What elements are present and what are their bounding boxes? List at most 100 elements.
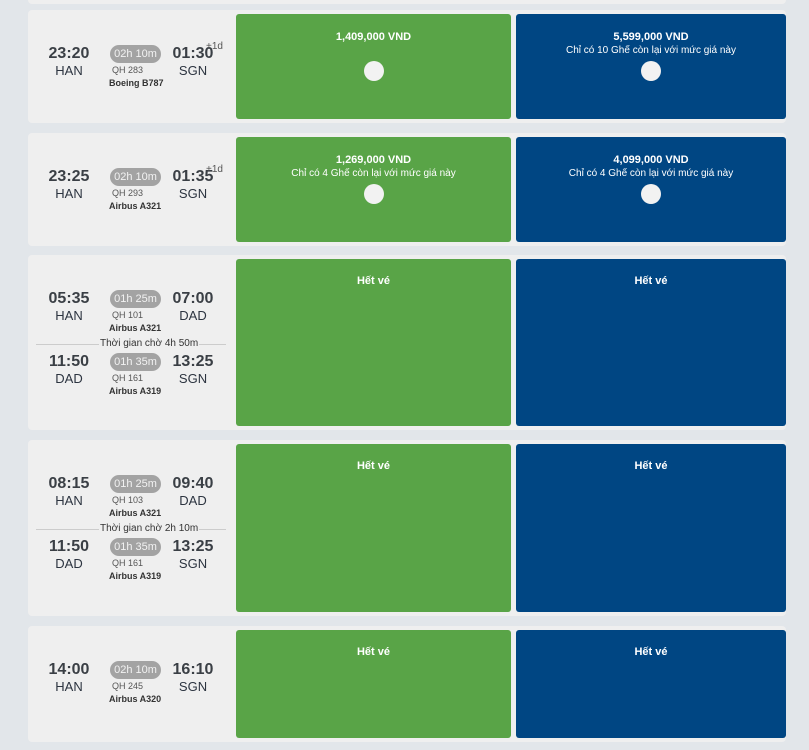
soldout-label: Hết vé [634,275,668,287]
flight-number: QH 293 [112,188,144,198]
duration-badge: 02h 10m [110,661,161,679]
aircraft-type: Airbus A320 [109,694,162,704]
fare-price: 4,099,000 VND [613,154,689,166]
flight-card: 14:00 HAN 02h 10m QH 245 Airbus A320 16:1… [28,626,786,742]
arrival: 01:30 SGN [171,45,215,78]
arrival-airport: DAD [179,493,207,508]
flight-card: 23:20 HAN 02h 10m QH 283 Boeing B787 01:3… [28,10,786,123]
aircraft-type: Boeing B787 [109,78,164,88]
departure-time: 08:15 [48,475,90,492]
arrival-time: 01:35 [172,168,214,185]
flight-segment: 05:35 HAN 01h 25m QH 101 Airbus A321 07:0… [28,290,234,336]
soldout-label: Hết vé [356,646,391,658]
departure-airport: HAN [55,186,83,201]
departure-time: 23:20 [48,45,90,62]
flight-number: QH 161 [112,373,144,383]
business-fare-soldout: Hết vé [516,259,786,426]
departure-time: 05:35 [48,290,90,307]
flight-number: QH 283 [112,65,144,75]
arrival-time: 13:25 [172,538,214,555]
seats-remaining: Chỉ có 10 Ghế còn lại với mức giá này [566,45,736,56]
departure-time: 14:00 [48,661,90,678]
flight-segment: 14:00 HAN 02h 10m QH 245 Airbus A320 16:1… [28,661,234,707]
fare-price: 1,409,000 VND [335,31,412,43]
soldout-label: Hết vé [634,646,668,658]
fare-radio-button[interactable] [363,184,384,204]
layover-label: Thời gian chờ [100,338,163,349]
flight-info: 08:15 HAN 01h 25m QH 103 Airbus A321 09:4… [28,440,234,616]
flight-info: 14:00 HAN 02h 10m QH 245 Airbus A320 16:1… [28,626,234,742]
flight-card: 08:15 HAN 01h 25m QH 103 Airbus A321 09:4… [28,440,786,616]
business-fare-soldout: Hết vé [516,444,786,612]
arrival-airport: SGN [178,63,208,78]
flight-segment: 23:25 HAN 02h 10m QH 293 Airbus A321 01:3… [28,164,234,214]
flight-number: QH 103 [112,495,144,505]
arrival-airport: SGN [178,679,208,694]
economy-fare-soldout: Hết vé [236,630,511,738]
layover-text: Thời gian chờ 4h 50m [99,338,200,350]
departure: 23:20 HAN [47,45,91,78]
previous-flight-card [28,0,786,4]
economy-fare-soldout: Hết vé [236,444,511,612]
departure-time: 11:50 [48,538,90,555]
business-fare-option[interactable]: 5,599,000 VND Chỉ có 10 Ghế còn lại với m… [516,14,786,119]
arrival: 16:10 SGN [171,661,215,694]
next-day-indicator: +1d [206,41,223,52]
duration-badge: 01h 25m [110,475,161,493]
departure-airport: HAN [55,308,83,323]
departure: 05:35 HAN [47,290,91,323]
soldout-label: Hết vé [356,275,391,287]
aircraft-type: Airbus A319 [109,386,162,396]
arrival-time: 16:10 [172,661,214,678]
fare-radio-button[interactable] [641,184,661,204]
fare-radio-button[interactable] [363,61,384,81]
departure-airport: DAD [55,556,83,571]
departure-airport: DAD [55,371,83,386]
arrival-time: 01:30 [172,45,214,62]
flight-info: 23:25 HAN 02h 10m QH 293 Airbus A321 01:3… [28,133,234,246]
departure-time: 11:50 [48,353,90,370]
arrival: 07:00 DAD [171,290,215,323]
economy-fare-option[interactable]: 1,269,000 VND Chỉ có 4 Ghế còn lại với mứ… [236,137,511,242]
aircraft-type: Airbus A321 [109,508,162,518]
departure-time: 23:25 [48,168,90,185]
economy-fare-option[interactable]: 1,409,000 VND [236,14,511,119]
duration-badge: 01h 35m [110,353,161,371]
departure: 11:50 DAD [47,538,91,571]
departure-airport: HAN [55,493,83,508]
departure: 14:00 HAN [47,661,91,694]
arrival: 13:25 SGN [171,353,215,386]
flight-segment: 11:50 DAD 01h 35m QH 161 Airbus A319 13:2… [28,353,234,399]
arrival-airport: DAD [179,308,207,323]
arrival-time: 13:25 [172,353,214,370]
next-day-indicator: +1d [206,164,223,175]
seats-remaining: Chỉ có 4 Ghế còn lại với mức giá này [568,168,734,179]
departure: 08:15 HAN [47,475,91,508]
aircraft-type: Airbus A321 [109,201,162,211]
layover-text: Thời gian chờ 2h 10m [99,523,200,535]
economy-fare-soldout: Hết vé [236,259,511,426]
arrival-airport: SGN [178,186,208,201]
flight-number: QH 161 [112,558,144,568]
flight-segment: 11:50 DAD 01h 35m QH 161 Airbus A319 13:2… [28,538,234,584]
duration-badge: 02h 10m [110,45,161,63]
arrival: 13:25 SGN [171,538,215,571]
flight-segment: 08:15 HAN 01h 25m QH 103 Airbus A321 09:4… [28,475,234,521]
aircraft-type: Airbus A319 [109,571,162,581]
arrival-airport: SGN [178,556,208,571]
duration-badge: 01h 35m [110,538,161,556]
arrival-time: 07:00 [172,290,214,307]
flight-number: QH 245 [112,681,144,691]
soldout-label: Hết vé [634,460,668,472]
fare-radio-button[interactable] [641,61,661,81]
arrival-airport: SGN [178,371,208,386]
business-fare-soldout: Hết vé [516,630,786,738]
flight-info: 05:35 HAN 01h 25m QH 101 Airbus A321 07:0… [28,255,234,430]
seats-remaining: Chỉ có 4 Ghế còn lại với mức giá này [291,168,456,179]
business-fare-option[interactable]: 4,099,000 VND Chỉ có 4 Ghế còn lại với mứ… [516,137,786,242]
flight-card: 23:25 HAN 02h 10m QH 293 Airbus A321 01:3… [28,133,786,246]
layover-duration: 2h 10m [164,523,199,534]
flight-segment: 23:20 HAN 02h 10m QH 283 Boeing B787 01:3… [28,41,234,91]
duration-badge: 02h 10m [110,168,161,186]
fare-price: 1,269,000 VND [335,154,412,166]
